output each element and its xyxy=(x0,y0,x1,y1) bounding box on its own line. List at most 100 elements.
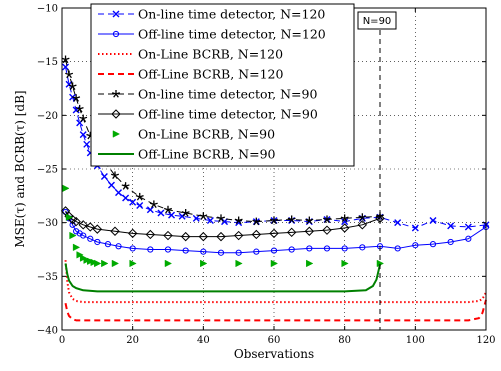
series-7 xyxy=(62,184,385,268)
x-tick-label: 0 xyxy=(59,335,65,346)
series-line xyxy=(64,260,487,304)
star-marker-stroke xyxy=(68,84,73,87)
series-marker xyxy=(306,259,314,268)
y-tick-label: −20 xyxy=(37,111,58,122)
series-marker xyxy=(94,259,102,268)
series-marker xyxy=(69,231,77,240)
series-marker xyxy=(447,238,454,246)
series-marker xyxy=(149,200,158,209)
series-marker xyxy=(85,222,95,232)
series-marker xyxy=(115,189,123,197)
series-marker xyxy=(323,245,331,252)
x-tick-label: 40 xyxy=(197,335,210,346)
series-marker xyxy=(135,192,144,201)
legend-label: On-line time detector, N=90 xyxy=(138,87,317,102)
x-marker-stroke xyxy=(122,194,130,202)
series-line xyxy=(64,299,487,322)
legend-label: On-Line BCRB, N=90 xyxy=(138,127,275,142)
y-axis-label: MSE(τ) and BCRB(τ) [dB] xyxy=(13,90,27,247)
series-marker xyxy=(163,205,173,214)
x-marker-stroke xyxy=(206,217,214,225)
legend-marker xyxy=(111,109,121,119)
series-marker xyxy=(163,230,173,241)
star-marker-stroke xyxy=(86,133,91,137)
series-marker xyxy=(110,226,120,236)
x-marker-stroke xyxy=(464,223,472,231)
series-marker xyxy=(62,184,70,193)
legend-marker xyxy=(112,130,121,138)
series-marker xyxy=(235,249,242,256)
y-tick-label: −40 xyxy=(37,326,58,337)
series-marker xyxy=(107,181,115,189)
star-marker-stroke xyxy=(269,218,275,222)
series-marker xyxy=(199,212,208,220)
x-axis-label: Observations xyxy=(234,347,314,361)
series-marker xyxy=(72,243,81,252)
series-marker xyxy=(78,220,88,230)
x-marker-stroke xyxy=(394,219,402,227)
star-marker-stroke xyxy=(79,116,84,120)
series-marker xyxy=(341,245,348,252)
series-marker xyxy=(269,216,279,225)
series-marker xyxy=(100,173,108,181)
series-marker xyxy=(341,218,349,226)
series-marker xyxy=(359,244,366,251)
series-marker xyxy=(121,182,130,190)
series-marker xyxy=(79,131,87,139)
series-marker xyxy=(83,140,91,148)
series-marker xyxy=(322,215,332,224)
x-marker-stroke xyxy=(136,201,144,209)
series-marker xyxy=(216,214,226,222)
series-marker xyxy=(412,242,419,249)
legend-label: Off-line time detector, N=120 xyxy=(138,27,326,42)
series-marker xyxy=(79,254,88,262)
series-marker xyxy=(87,235,94,242)
star-marker-stroke xyxy=(216,216,222,219)
x-marker-stroke xyxy=(429,217,437,225)
series-marker xyxy=(192,214,200,222)
star-marker-stroke xyxy=(252,219,257,223)
series-marker xyxy=(61,55,70,64)
series-marker xyxy=(80,232,87,239)
series-marker xyxy=(180,231,191,242)
x-tick-label: 100 xyxy=(406,335,425,346)
series-marker xyxy=(287,215,296,224)
series-marker xyxy=(358,213,367,221)
star-marker-stroke xyxy=(110,173,116,177)
legend-label: On-line time detector, N=120 xyxy=(138,7,325,22)
series-marker xyxy=(306,245,313,252)
series-marker xyxy=(122,194,130,202)
series-marker xyxy=(129,198,137,206)
legend-label: Off-Line BCRB, N=90 xyxy=(138,147,276,162)
series-marker xyxy=(92,224,103,234)
x-marker-stroke xyxy=(107,181,115,189)
series-line xyxy=(64,263,381,293)
series-marker xyxy=(164,259,173,268)
star-marker-stroke xyxy=(121,184,126,187)
series-marker xyxy=(75,104,84,113)
star-marker-stroke xyxy=(135,195,140,198)
series-marker xyxy=(147,246,154,253)
x-tick-label: 60 xyxy=(268,335,281,346)
series-marker xyxy=(94,238,101,246)
x-marker-stroke xyxy=(192,214,200,222)
series-5 xyxy=(61,55,385,226)
x-marker-stroke xyxy=(157,209,165,217)
series-marker xyxy=(286,227,297,238)
series-marker xyxy=(216,231,226,242)
series-marker xyxy=(357,220,368,230)
series-marker xyxy=(62,63,70,71)
series-marker xyxy=(146,206,154,214)
series-marker xyxy=(101,259,109,268)
x-marker-stroke xyxy=(100,173,108,181)
series-marker xyxy=(127,228,138,239)
star-marker-stroke xyxy=(111,92,117,95)
x-marker-stroke xyxy=(115,189,123,197)
series-marker xyxy=(83,256,91,264)
x-marker-stroke xyxy=(146,206,154,214)
series-marker xyxy=(87,257,95,266)
x-marker-stroke xyxy=(221,218,229,226)
axis-ticks: 0 20 40 60 80 100 120 −10 −15 −20 −25 −30 −35 −40 xyxy=(37,4,496,347)
series-marker xyxy=(198,231,209,242)
